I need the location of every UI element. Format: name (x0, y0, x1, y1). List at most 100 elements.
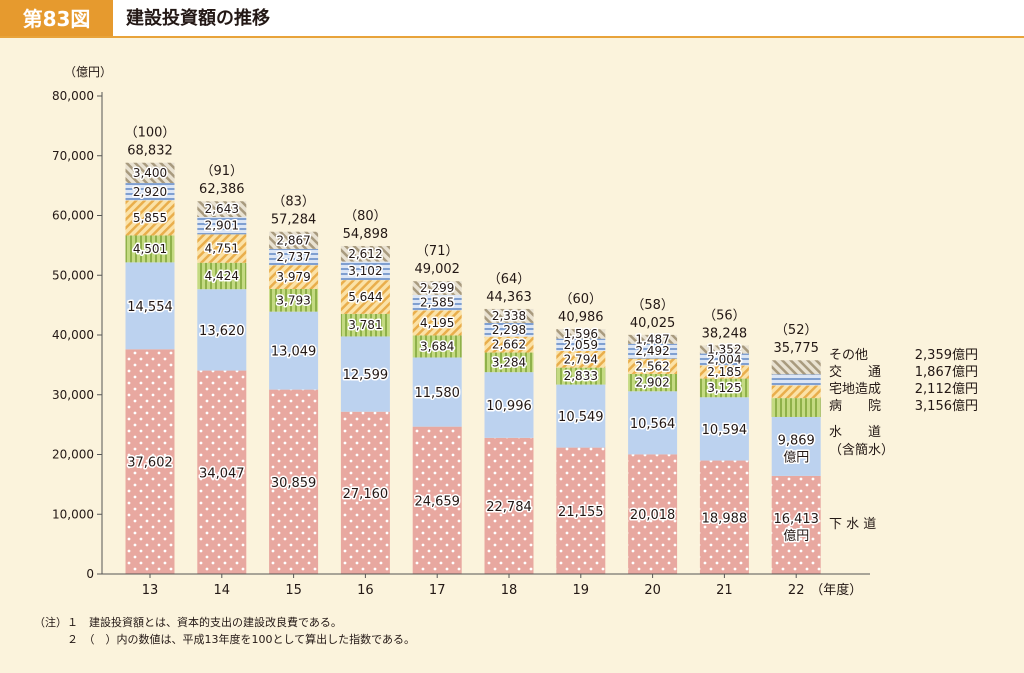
bar-segment-other (269, 231, 319, 249)
data-label-residential: 5,855 (133, 211, 167, 225)
data-label-residential: 4,195 (420, 316, 454, 330)
legend-item-label: その他 (829, 348, 868, 363)
bar-segment-hospital (699, 378, 749, 398)
stacked-bar-chart: （億円） 0 10,000 20,000 30,000 40,000 50,000 60,0… (52, 65, 978, 598)
bar-stacks: 37,602 14,554 4,501 5,855 2,920 3,400 68,832 （1… (125, 126, 821, 574)
data-label-water: 9,869 (778, 433, 815, 448)
note-2: ２ （ ）内の数値は、平成13年度を100として算出した指数である。 (34, 633, 416, 646)
legend-item-value: 2,359億円 (915, 347, 978, 363)
index-label: （56） (703, 308, 746, 323)
bar-segment-sewer (771, 475, 821, 574)
data-label-water: 10,996 (486, 399, 532, 414)
bar-segment-residential (484, 336, 534, 353)
bar-segment-sewer (556, 447, 606, 574)
data-label-residential: 3,979 (276, 270, 310, 284)
legend-item-value: 2,112億円 (915, 381, 978, 397)
index-label: （58） (631, 298, 674, 313)
data-label-other: 1,487 (635, 332, 669, 346)
bar-segment-other (556, 329, 606, 339)
data-label-water: 12,599 (343, 368, 389, 383)
data-label-water: 13,049 (271, 345, 317, 360)
data-label-hospital: 3,684 (420, 339, 454, 353)
bar-segment-water (628, 391, 678, 455)
data-label-water: 14,554 (127, 300, 173, 315)
data-label-transport: 2,298 (492, 323, 526, 337)
data-label-sewer: 30,859 (271, 476, 317, 491)
index-label: （100） (125, 126, 176, 141)
bar-segment-transport (628, 343, 678, 359)
data-label-residential: 2,562 (635, 359, 669, 373)
data-label-hospital: 4,424 (205, 269, 239, 283)
data-label-transport: 2,004 (707, 353, 741, 367)
data-label-sewer: 20,018 (630, 508, 676, 523)
data-label-residential: 2,662 (492, 338, 526, 352)
data-label-sewer: 24,659 (414, 494, 460, 509)
legend-item-label: （含簡水） (829, 442, 894, 458)
data-label-other: 1,352 (707, 343, 741, 357)
header-rule (0, 36, 1024, 38)
total-label: 49,002 (414, 262, 460, 277)
x-tick-label: 16 (357, 583, 374, 598)
bar-segment-water (699, 397, 749, 461)
x-tick-label: 21 (716, 583, 733, 598)
bar-segment-sewer (340, 411, 390, 574)
x-tick-label: 14 (214, 583, 231, 598)
data-label-transport: 2,737 (276, 250, 310, 264)
bar-segment-other (699, 345, 749, 354)
y-tick-label: 20,000 (52, 448, 94, 462)
bar-segment-hospital (269, 288, 319, 312)
total-label: 35,775 (773, 341, 819, 356)
data-label-sewer: 21,155 (558, 505, 604, 520)
data-label-sewer: 37,602 (127, 456, 173, 471)
bar-segment-other (125, 162, 175, 184)
x-tick-label: 13 (142, 583, 159, 598)
bar-segment-sewer (197, 370, 247, 574)
bar-segment-water (556, 384, 606, 448)
data-label-sewer: 18,988 (702, 511, 748, 526)
data-label-hospital: 3,793 (276, 293, 310, 307)
y-tick-label: 80,000 (52, 89, 94, 103)
bar-segment-other (412, 281, 462, 295)
figure-title: 建設投資額の推移 (126, 8, 270, 29)
data-label-water: 10,564 (630, 417, 676, 432)
bar-segment-water (484, 372, 534, 438)
bar-segment-hospital (412, 335, 462, 358)
data-label-water: 10,594 (702, 423, 748, 438)
bar-segment-transport (556, 338, 606, 351)
index-label: （64） (488, 272, 531, 287)
bar-stack: 34,047 13,620 4,424 4,751 2,901 2,643 62,386 （9… (197, 164, 247, 574)
y-tick-label: 10,000 (52, 507, 94, 521)
data-label-unit: 億円 (783, 449, 809, 465)
x-tick-label: 22 (788, 583, 805, 598)
bar-segment-hospital (340, 313, 390, 337)
bar-segment-sewer (699, 460, 749, 574)
legend-item-label: 下 水 道 (829, 517, 876, 532)
bar-segment-water (412, 357, 462, 427)
data-label-transport: 2,585 (420, 296, 454, 310)
bar-segment-hospital (125, 235, 175, 263)
data-label-hospital: 2,902 (635, 376, 669, 390)
bar-segment-residential (125, 200, 175, 236)
y-axis-unit-label: （億円） (64, 65, 112, 79)
bar-segment-water (125, 262, 175, 350)
data-label-hospital: 3,781 (348, 318, 382, 332)
data-label-other: 2,612 (348, 247, 382, 261)
y-tick-label: 70,000 (52, 149, 94, 163)
x-tick-label: 15 (285, 583, 302, 598)
total-label: 62,386 (199, 182, 245, 197)
total-label: 40,986 (558, 310, 604, 325)
legend-item-value: 3,156億円 (915, 398, 978, 414)
y-tick-label: 60,000 (52, 209, 94, 223)
bar-segment-water (771, 416, 821, 476)
bar-segment-hospital (484, 352, 534, 373)
data-label-sewer: 34,047 (199, 466, 245, 481)
bar-segment-transport (197, 217, 247, 235)
data-label-transport: 2,492 (635, 344, 669, 358)
data-label-transport: 2,901 (205, 219, 239, 233)
legend-item-value: 1,867億円 (915, 364, 978, 380)
bar-segment-sewer (125, 349, 175, 574)
data-label-water: 11,580 (414, 386, 460, 401)
